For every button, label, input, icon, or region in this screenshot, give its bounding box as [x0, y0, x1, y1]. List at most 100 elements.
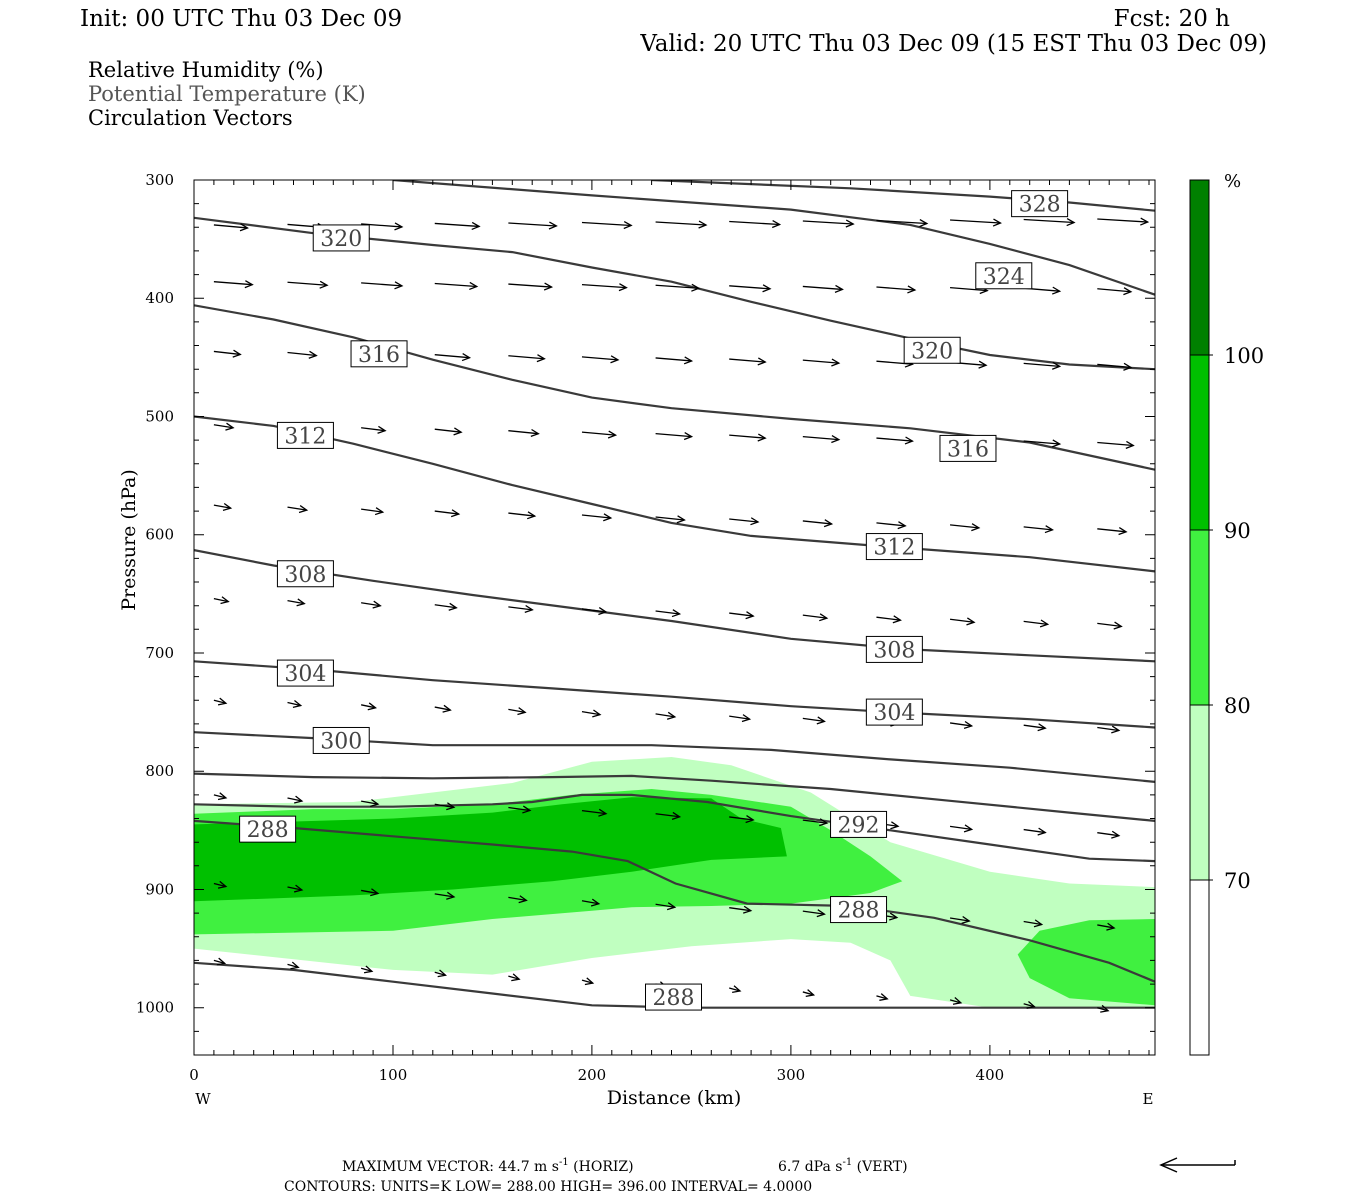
contour-label-box: [312, 726, 370, 754]
vector-shaft: [729, 907, 751, 912]
vector-head: [1100, 1004, 1110, 1013]
contour-label-text: 324: [983, 265, 1025, 290]
vector-shaft: [434, 706, 451, 711]
vector-head: [741, 714, 752, 723]
theta-contour-288-0: [194, 961, 1155, 1009]
vector-arrow-row3-3: [434, 427, 463, 436]
theta-contour-288-1: [194, 819, 1155, 983]
vector-shaft: [802, 910, 825, 915]
vector-arrow-row9-5: [581, 977, 595, 986]
vector-shaft: [508, 975, 520, 980]
colorbar-label-70: 70: [1224, 869, 1251, 893]
vector-arrow-row7-6: [655, 811, 682, 820]
vector-arrow-row6-1: [287, 700, 303, 708]
legend-line-vectors: Circulation Vectors: [88, 106, 293, 130]
vector-arrow-row5-1: [287, 598, 306, 607]
vector-arrow-row5-2: [361, 600, 382, 609]
vector-head: [978, 360, 988, 369]
vector-head: [590, 898, 601, 907]
colorbar-labels: 70 80 90 100: [1190, 344, 1264, 893]
contour-label-text: 288: [653, 986, 695, 1011]
theta-contour-316-8: [194, 304, 1155, 471]
vector-arrow-row0-6: [655, 220, 708, 229]
vector-head: [372, 600, 382, 609]
vector-shaft: [655, 610, 680, 615]
vector-arrow-row8-11: [1023, 919, 1044, 928]
vector-arrow-row1-6: [655, 283, 701, 292]
vector-shaft: [581, 809, 607, 815]
vector-head: [524, 604, 534, 614]
vector-head: [971, 523, 981, 532]
vector-arrow-row8-5: [581, 898, 601, 907]
vector-shaft: [876, 437, 913, 442]
vector-arrow-row0-10: [950, 218, 1002, 227]
vector-shaft: [802, 220, 854, 225]
vector-shaft: [802, 435, 839, 441]
vector-arrow-row3-9: [876, 436, 914, 445]
vector-shaft: [950, 286, 988, 292]
vector-arrow-row9-0: [213, 957, 227, 966]
contour-label-box: [939, 434, 997, 462]
vector-shaft: [508, 606, 533, 611]
vector-shaft: [213, 281, 253, 286]
vector-head: [1123, 362, 1133, 371]
vector-arrow-row6-6: [655, 711, 677, 720]
vector-shaft: [802, 717, 825, 723]
vector-arrow-row8-2: [361, 888, 380, 897]
vector-shaft: [1023, 920, 1042, 926]
vector-shaft: [1023, 526, 1053, 531]
vector-head: [745, 611, 755, 620]
vector-arrow-row4-3: [434, 509, 461, 518]
vector-arrow-row6-11: [1023, 723, 1047, 732]
vector-arrow-row4-11: [1023, 525, 1054, 534]
vector-arrow-row5-7: [729, 611, 755, 620]
y-tick-label-500: 500: [145, 407, 174, 425]
vector-arrow-row8-7: [729, 905, 753, 914]
vector-head: [244, 280, 254, 289]
vector-arrow-row9-9: [876, 993, 889, 1001]
vector-head: [1037, 827, 1047, 836]
contour-label-308-7: 308: [276, 560, 334, 588]
contour-info: CONTOURS: UNITS=K LOW= 288.00 HIGH= 396.…: [284, 1179, 812, 1195]
contour-label-box: [830, 810, 888, 838]
vector-arrow-row2-11: [1023, 361, 1062, 370]
theta-contour-296-3: [194, 772, 1155, 822]
vector-arrow-row7-11: [1023, 827, 1047, 836]
vector-head: [370, 798, 380, 807]
vector-shaft: [213, 699, 227, 704]
vector-head: [584, 977, 595, 986]
vector-arrow-row5-12: [1097, 621, 1123, 630]
contour-label-288-16: 288: [645, 983, 703, 1011]
vector-head: [592, 709, 602, 718]
contour-label-text: 320: [320, 227, 362, 252]
vector-head: [1066, 218, 1076, 227]
vector-head: [471, 221, 481, 231]
vector-shaft: [287, 281, 328, 286]
contour-label-box: [276, 560, 334, 588]
vector-head: [750, 517, 760, 526]
vector-shaft: [434, 282, 477, 288]
vector-head: [548, 221, 558, 230]
vector-shaft: [213, 959, 225, 965]
contour-label-box: [903, 336, 961, 364]
y-axis-label: Pressure (hPa): [118, 469, 140, 611]
vector-shaft: [949, 722, 972, 727]
vector-shaft: [287, 886, 303, 891]
theta-contour-320-9: [194, 216, 1155, 371]
vector-shaft: [581, 514, 611, 519]
theta-contour-304-5: [194, 660, 1155, 729]
vector-shaft: [508, 283, 552, 288]
vector-head: [745, 815, 755, 824]
vector-shaft: [655, 432, 692, 438]
contour-label-box: [276, 421, 334, 449]
vector-arrow-row8-6: [655, 902, 677, 911]
vector-arrow-row6-7: [729, 714, 752, 723]
vector-shaft: [802, 520, 832, 525]
vector-arrow-row5-6: [655, 609, 682, 618]
vector-head: [1111, 830, 1121, 839]
vector-head: [290, 961, 300, 970]
vector-arrow-row4-0: [213, 502, 233, 511]
y-tick-label-400: 400: [145, 289, 174, 307]
vector-arrow-row2-4: [508, 354, 546, 363]
vector-arrow-row0-3: [434, 221, 481, 231]
